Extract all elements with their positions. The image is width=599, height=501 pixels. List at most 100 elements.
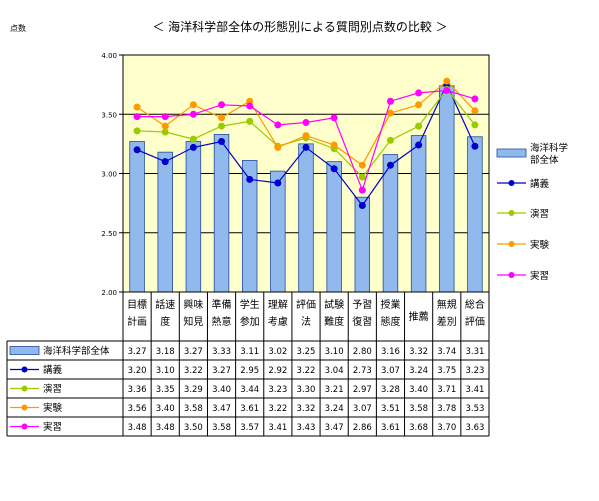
table-swatch-marker <box>21 366 28 373</box>
table-cell: 3.48 <box>156 423 175 433</box>
legend-marker <box>508 210 515 216</box>
table-row-label: 実習 <box>43 421 62 433</box>
data-point <box>415 89 423 97</box>
data-point <box>471 142 479 150</box>
data-point <box>386 136 394 144</box>
table-swatch-marker <box>21 385 28 392</box>
bar <box>298 143 314 293</box>
table-cell: 3.68 <box>409 423 428 433</box>
data-point <box>218 101 226 109</box>
data-point <box>189 110 197 118</box>
table-cell: 2.92 <box>268 366 287 376</box>
table-cell: 3.22 <box>297 366 316 376</box>
table-cell: 3.57 <box>240 423 259 433</box>
category-label: 推薦 <box>409 310 429 323</box>
data-point <box>358 161 366 169</box>
data-point <box>133 103 141 111</box>
table-cell: 3.50 <box>184 423 203 433</box>
table-cell: 3.28 <box>381 385 400 395</box>
data-point <box>443 77 451 85</box>
table-cell: 3.27 <box>212 366 231 376</box>
table-swatch-bar <box>9 346 40 355</box>
category-label: 総合 <box>465 298 485 311</box>
bar <box>467 136 483 293</box>
table-cell: 3.02 <box>268 347 287 357</box>
y-tick-label: 4.00 <box>101 52 117 60</box>
table-cell: 3.10 <box>325 347 344 357</box>
legend-label: 部全体 <box>530 154 559 166</box>
table-cell: 3.27 <box>128 347 147 357</box>
table-cell: 3.41 <box>465 385 484 395</box>
data-point <box>274 121 282 129</box>
category-label: 予習 <box>352 299 372 311</box>
data-point <box>358 186 366 194</box>
category-label: 法 <box>301 315 311 328</box>
legend-swatch-bar <box>496 148 527 158</box>
table-cell: 3.40 <box>409 385 428 395</box>
bar <box>129 141 145 293</box>
table-cell: 3.63 <box>465 423 484 433</box>
category-label: 度 <box>160 315 170 328</box>
table-cell: 2.86 <box>353 423 372 433</box>
table-cell: 3.24 <box>409 366 428 376</box>
data-point <box>330 114 338 122</box>
bar <box>439 85 455 293</box>
data-point <box>302 119 310 127</box>
table-cell: 3.58 <box>409 404 428 414</box>
table-cell: 2.80 <box>353 347 372 357</box>
data-point <box>218 122 226 130</box>
data-point <box>189 135 197 143</box>
table-cell: 3.23 <box>465 366 484 376</box>
table-cell: 3.48 <box>128 423 147 433</box>
data-point <box>133 127 141 135</box>
data-point <box>358 201 366 209</box>
category-label: 試験 <box>324 298 344 311</box>
category-label: 授業 <box>380 298 400 311</box>
table-cell: 3.25 <box>297 347 316 357</box>
legend-label: 実習 <box>530 270 549 282</box>
data-point <box>133 113 141 121</box>
category-label: 目標 <box>127 298 147 311</box>
category-label: 無規 <box>437 298 457 311</box>
category-label: 準備 <box>212 298 232 311</box>
table-cell: 3.51 <box>381 404 400 414</box>
bar <box>213 133 230 293</box>
y-tick-label: 3.00 <box>101 171 117 179</box>
table-cell: 3.11 <box>240 347 259 357</box>
legend-label: 海洋科学 <box>530 142 568 154</box>
legend-label: 演習 <box>530 208 549 220</box>
table-cell: 3.20 <box>128 366 147 376</box>
table-cell: 3.33 <box>212 347 231 357</box>
category-label: 熱意 <box>212 315 232 328</box>
table-cell: 3.61 <box>240 404 259 414</box>
table-row-label: 海洋科学部全体 <box>43 345 110 357</box>
data-point <box>471 95 479 103</box>
data-point <box>358 173 366 181</box>
table-cell: 3.36 <box>128 385 147 395</box>
data-point <box>471 121 479 129</box>
table-cell: 3.47 <box>325 423 344 433</box>
table-cell: 3.22 <box>268 404 287 414</box>
data-point <box>133 146 141 154</box>
category-label: 知見 <box>183 315 203 328</box>
bar <box>410 135 427 293</box>
data-point <box>161 113 169 121</box>
data-point <box>274 179 282 187</box>
table-row-label: 演習 <box>43 383 62 395</box>
y-tick-label: 2.00 <box>101 289 117 297</box>
bar <box>157 151 173 293</box>
data-point <box>218 114 226 122</box>
table-row-label: 実験 <box>43 402 63 414</box>
table-cell: 3.32 <box>297 404 316 414</box>
table-cell: 3.43 <box>297 423 316 433</box>
data-point <box>161 158 169 166</box>
table-cell: 3.78 <box>437 404 456 414</box>
category-label: 差別 <box>437 315 457 328</box>
data-point <box>415 122 423 130</box>
category-label: 評価 <box>296 298 316 311</box>
table-cell: 3.75 <box>437 366 456 376</box>
data-point <box>161 122 169 130</box>
data-point <box>161 128 169 136</box>
bar <box>326 161 342 293</box>
